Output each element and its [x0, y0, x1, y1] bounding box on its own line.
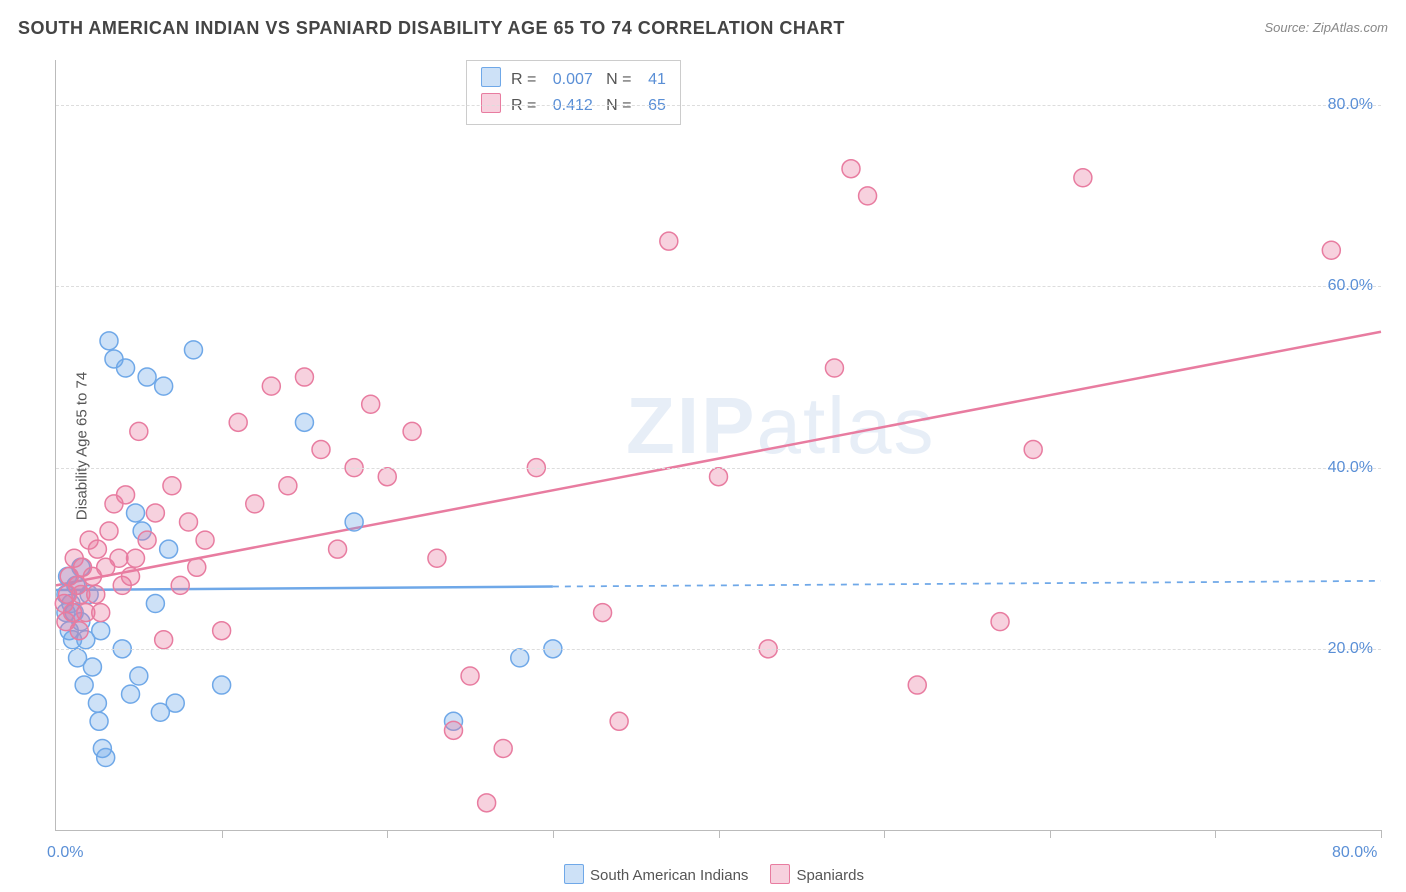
data-point-sp: [494, 739, 512, 757]
data-point-sai: [117, 359, 135, 377]
data-point-sai: [345, 513, 363, 531]
data-point-sai: [184, 341, 202, 359]
data-point-sp: [262, 377, 280, 395]
data-point-sp: [171, 576, 189, 594]
x-tick: [1215, 830, 1216, 838]
data-point-sai: [295, 413, 313, 431]
data-point-sai: [75, 676, 93, 694]
data-point-sp: [180, 513, 198, 531]
legend-label-sai: South American Indians: [590, 867, 748, 884]
x-axis-min-label: 0.0%: [47, 844, 83, 862]
data-point-sai: [155, 377, 173, 395]
data-point-sp: [88, 540, 106, 558]
data-point-sai: [166, 694, 184, 712]
data-point-sp: [87, 585, 105, 603]
data-point-sai: [511, 649, 529, 667]
data-point-sp: [117, 486, 135, 504]
data-point-sp: [991, 613, 1009, 631]
data-point-sp: [842, 160, 860, 178]
gridline: [56, 468, 1381, 469]
data-point-sp: [295, 368, 313, 386]
data-point-sp: [70, 622, 88, 640]
chart-title: SOUTH AMERICAN INDIAN VS SPANIARD DISABI…: [18, 18, 845, 38]
x-tick: [719, 830, 720, 838]
data-point-sp: [403, 422, 421, 440]
legend-label-sp: Spaniards: [796, 867, 864, 884]
data-point-sp: [908, 676, 926, 694]
data-point-sp: [188, 558, 206, 576]
scatter-plot: ZIPatlas R = 0.007 N = 41R = 0.412 N = 6…: [55, 60, 1381, 831]
data-point-sp: [312, 441, 330, 459]
data-point-sai: [122, 685, 140, 703]
data-point-sai: [146, 595, 164, 613]
data-point-sp: [138, 531, 156, 549]
data-point-sai: [92, 622, 110, 640]
plot-svg: [56, 60, 1381, 830]
legend-swatch-sp: [770, 864, 790, 884]
data-point-sai: [138, 368, 156, 386]
data-point-sp: [445, 721, 463, 739]
data-point-sai: [88, 694, 106, 712]
y-tick-label: 80.0%: [1328, 96, 1373, 114]
y-tick-label: 60.0%: [1328, 277, 1373, 295]
data-point-sp: [610, 712, 628, 730]
gridline: [56, 649, 1381, 650]
data-point-sp: [362, 395, 380, 413]
data-point-sai: [90, 712, 108, 730]
data-point-sp: [710, 468, 728, 486]
trend-line-sai-dashed: [553, 581, 1381, 587]
data-point-sp: [146, 504, 164, 522]
data-point-sai: [97, 749, 115, 767]
trend-line-sp: [56, 332, 1381, 586]
data-point-sai: [160, 540, 178, 558]
data-point-sp: [92, 604, 110, 622]
data-point-sp: [1024, 441, 1042, 459]
data-point-sp: [213, 622, 231, 640]
data-point-sp: [279, 477, 297, 495]
data-point-sai: [213, 676, 231, 694]
data-point-sp: [461, 667, 479, 685]
y-tick-label: 40.0%: [1328, 459, 1373, 477]
y-tick-label: 20.0%: [1328, 640, 1373, 658]
data-point-sp: [825, 359, 843, 377]
data-point-sp: [859, 187, 877, 205]
data-point-sp: [1074, 169, 1092, 187]
data-point-sp: [100, 522, 118, 540]
data-point-sp: [378, 468, 396, 486]
data-point-sp: [110, 549, 128, 567]
x-tick: [1050, 830, 1051, 838]
data-point-sp: [428, 549, 446, 567]
data-point-sp: [155, 631, 173, 649]
source-attribution: Source: ZipAtlas.com: [1264, 20, 1388, 35]
data-point-sai: [83, 658, 101, 676]
x-axis-max-label: 80.0%: [1332, 844, 1377, 862]
x-tick: [553, 830, 554, 838]
x-tick: [1381, 830, 1382, 838]
data-point-sp: [660, 232, 678, 250]
data-point-sp: [163, 477, 181, 495]
data-point-sai: [127, 504, 145, 522]
data-point-sai: [130, 667, 148, 685]
data-point-sp: [122, 567, 140, 585]
data-point-sp: [127, 549, 145, 567]
x-tick: [387, 830, 388, 838]
x-tick: [222, 830, 223, 838]
data-point-sp: [196, 531, 214, 549]
x-tick: [884, 830, 885, 838]
data-point-sp: [1322, 241, 1340, 259]
data-point-sp: [594, 604, 612, 622]
data-point-sp: [229, 413, 247, 431]
data-point-sp: [329, 540, 347, 558]
data-point-sp: [246, 495, 264, 513]
data-point-sp: [478, 794, 496, 812]
data-point-sp: [130, 422, 148, 440]
gridline: [56, 105, 1381, 106]
data-point-sai: [100, 332, 118, 350]
gridline: [56, 286, 1381, 287]
legend-swatch-sai: [564, 864, 584, 884]
series-legend: South American Indians Spaniards: [0, 864, 1406, 884]
